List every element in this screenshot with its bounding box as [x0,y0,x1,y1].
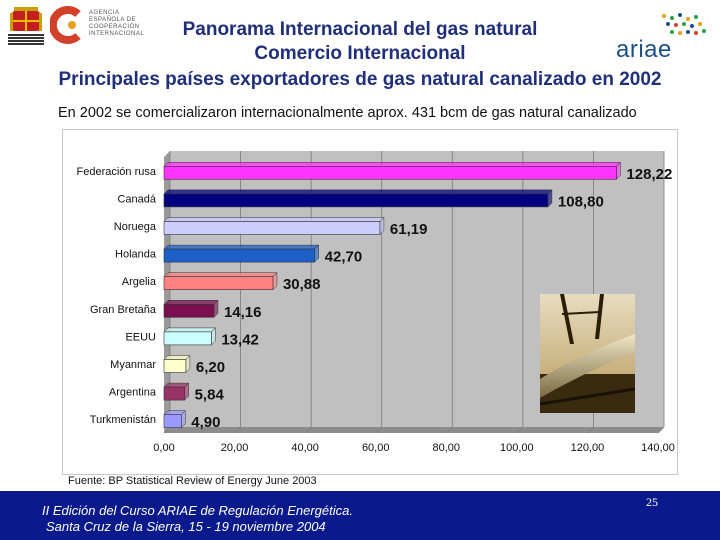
category-label: Federación rusa [77,166,157,178]
x-tick-label: 120,00 [571,442,605,454]
ariae-dots-logo [662,13,706,35]
page-number: 25 [646,495,658,509]
x-tick-label: 40,00 [291,442,319,454]
bar-top [163,355,191,360]
x-tick-label: 100,00 [500,442,534,454]
x-tick-label: 60,00 [362,442,390,454]
x-tick-label: 80,00 [433,442,461,454]
gridline-floor [304,426,312,434]
chart-subtitle: En 2002 se comercializaron internacional… [58,105,637,121]
bar [163,414,182,429]
category-label: Turkmenistán [90,414,156,426]
category-label: Canadá [117,193,156,205]
x-tick-label: 20,00 [221,442,249,454]
value-label: 108,80 [558,193,604,210]
bar-top [163,272,278,277]
value-label: 61,19 [390,221,428,238]
value-label: 14,16 [224,304,262,321]
category-label: Argentina [109,387,157,399]
page-section: Comercio Internacional [254,43,466,64]
value-label: 42,70 [325,249,363,266]
value-label: 13,42 [221,331,259,348]
footer-course: II Edición del Curso ARIAE de Regulación… [42,503,353,518]
ariae-brand: ariae [616,36,672,63]
bar-top [163,217,385,222]
category-label: Noruega [114,221,157,233]
spanish-coat-of-arms-logo [8,7,44,45]
value-label: 4,90 [191,414,220,431]
gridline-floor [375,426,382,434]
category-label: EEUU [125,331,156,343]
gridline-floor [657,426,665,434]
agency-line: AGENCIA [89,10,120,16]
gridline-floor [587,426,594,434]
category-label: Argelia [122,276,157,288]
bar [163,165,617,180]
gridline-floor [516,426,524,434]
agency-name: AGENCIA ESPAÑOLA DE COOPERACIÓN INTERNAC… [89,10,144,38]
chart-source: Fuente: BP Statistical Review of Energy … [68,475,317,487]
bar [163,331,212,346]
pipeline-photo [540,294,635,413]
bar-top [163,300,219,305]
x-tick-label: 140,00 [641,442,675,454]
bar [163,221,381,235]
value-label: 5,84 [195,387,225,404]
agency-line: COOPERACIÓN [89,24,140,30]
bar [163,276,274,290]
category-label: Holanda [115,249,157,261]
bar-top [163,244,320,250]
bar [163,304,215,318]
category-label: Gran Bretaña [90,304,157,316]
agency-line: ESPAÑOLA DE [89,17,137,23]
plot-floor [164,427,664,433]
agency-line: INTERNACIONAL [89,31,145,37]
value-label: 30,88 [283,276,321,293]
value-label: 128,22 [626,166,672,183]
page-title: Panorama Internacional del gas natural [182,19,538,40]
gridline-floor [234,426,241,434]
bar [163,386,185,401]
category-label: Myanmar [110,359,156,371]
bar [163,248,315,263]
bar [163,193,549,208]
bar [163,359,187,373]
gridline-floor [446,426,453,434]
bar-top [163,189,553,195]
bar-top [163,162,622,167]
aecid-c-logo [50,6,81,44]
chart-title: Principales países exportadores de gas n… [58,69,662,90]
x-tick-label: 0,00 [153,442,174,454]
footer-bar [0,491,720,540]
footer-location: Santa Cruz de la Sierra, 15 - 19 noviemb… [46,519,326,534]
value-label: 6,20 [196,359,225,376]
bar-top [163,327,216,333]
